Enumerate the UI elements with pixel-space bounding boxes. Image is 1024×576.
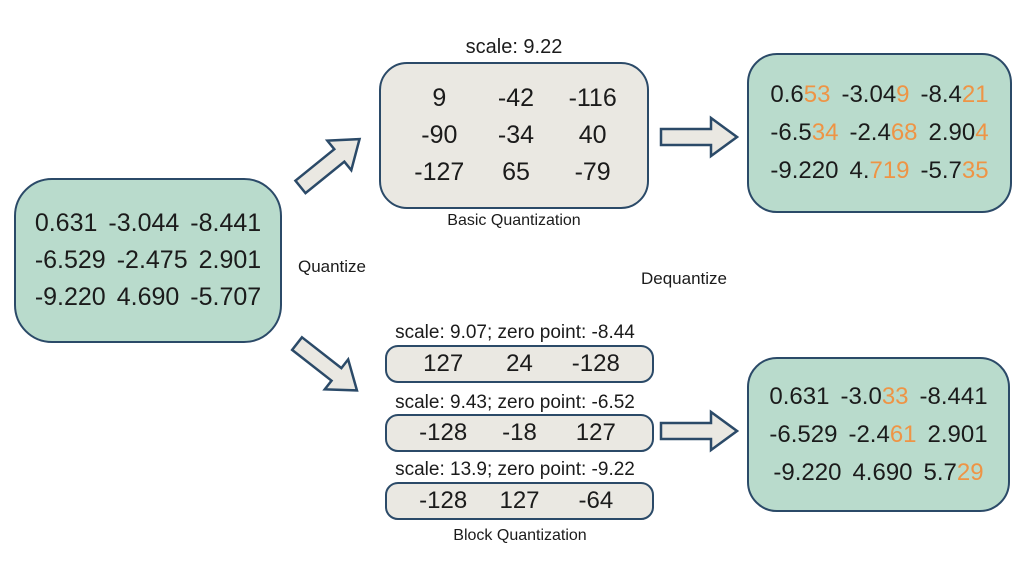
block-scale-label: scale: 13.9; zero point: -9.22 [395, 459, 635, 480]
matrix-cell: 2.904 [928, 119, 989, 146]
block-scale-label: scale: 9.07; zero point: -8.44 [395, 322, 635, 343]
matrix-cell: -2.461 [848, 420, 917, 448]
block-quantized-row-box: -128 127 -64 [385, 482, 654, 520]
matrix-row: -9.220 4.690 5.729 [749, 454, 1008, 492]
matrix-cell: -9.220 [770, 157, 839, 184]
matrix-cell: -79 [574, 158, 611, 186]
matrix-cell: -127 [414, 158, 465, 186]
matrix-cell: -3.033 [840, 382, 909, 410]
matrix-cell: -8.441 [919, 382, 988, 410]
matrix-cell: 2.901 [927, 420, 988, 448]
block-quantized-row-box: 127 24 -128 [385, 345, 654, 383]
matrix-cell: 2.901 [198, 246, 262, 274]
matrix-cell: 5.729 [923, 458, 984, 486]
matrix-cell: 127 [423, 350, 464, 377]
block-quantized-row-box: -128 -18 127 [385, 414, 654, 452]
matrix-row: 0.631 -3.033 -8.441 [749, 378, 1008, 416]
matrix-cell: -5.707 [190, 283, 262, 311]
arrow-right-icon [659, 115, 739, 159]
matrix-cell: -116 [568, 84, 617, 112]
matrix-cell: -18 [502, 419, 537, 446]
arrow-down-right-icon [280, 324, 373, 410]
block-scale-label: scale: 9.43; zero point: -6.52 [395, 392, 635, 413]
matrix-cell: -34 [497, 121, 535, 149]
dequantize-label: Dequantize [640, 269, 727, 288]
matrix-cell: -42 [497, 84, 535, 112]
basic-scale-label: scale: 9.22 [465, 36, 563, 58]
basic-quantization-matrix-box: 9 -42 -116 -90 -34 40 -127 65 -79 [379, 62, 649, 209]
basic-quantization-caption: Basic Quantization [447, 212, 581, 229]
matrix-cell: -128 [419, 487, 468, 514]
matrix-cell: -2.468 [849, 119, 918, 146]
matrix-cell: -128 [571, 350, 620, 377]
matrix-cell: 0.631 [769, 382, 830, 410]
matrix-cell: 65 [502, 158, 530, 186]
matrix-cell: -3.044 [108, 209, 180, 237]
matrix-cell: 9 [432, 84, 447, 112]
block-quantization-caption: Block Quantization [453, 527, 587, 544]
matrix-row: 0.653 -3.049 -8.421 [749, 76, 1010, 114]
matrix-cell: 24 [506, 350, 533, 377]
matrix-cell: -5.735 [920, 157, 989, 184]
matrix-cell: -8.421 [920, 81, 989, 108]
matrix-cell: -6.534 [770, 119, 839, 146]
matrix-cell: -90 [421, 121, 458, 149]
arrow-up-right-icon [284, 119, 377, 206]
matrix-cell: -9.220 [773, 458, 842, 486]
matrix-cell: -8.441 [190, 209, 262, 237]
arrow-right-icon [659, 409, 739, 453]
matrix-row: -9.220 4.719 -5.735 [749, 152, 1010, 190]
matrix-cell: -64 [578, 487, 614, 514]
matrix-cell: 40 [578, 121, 607, 149]
basic-dequantized-matrix-box: 0.653 -3.049 -8.421 -6.534 -2.468 2.904 … [747, 53, 1012, 213]
matrix-row: -6.529 -2.475 2.901 [16, 242, 280, 279]
matrix-cell: 4.719 [849, 157, 910, 184]
matrix-row: -6.529 -2.461 2.901 [749, 416, 1008, 454]
matrix-row: 0.631 -3.044 -8.441 [16, 205, 280, 242]
matrix-cell: 127 [499, 487, 540, 514]
matrix-cell: -9.220 [34, 283, 106, 311]
matrix-row: -6.534 -2.468 2.904 [749, 114, 1010, 152]
matrix-cell: 127 [575, 419, 616, 446]
quantize-label: Quantize [297, 257, 367, 276]
matrix-cell: 4.690 [852, 458, 913, 486]
matrix-cell: -128 [419, 419, 468, 446]
matrix-cell: 0.653 [770, 81, 831, 108]
matrix-cell: 4.690 [116, 283, 180, 311]
matrix-cell: -2.475 [116, 246, 188, 274]
matrix-row: -9.220 4.690 -5.707 [16, 279, 280, 316]
matrix-cell: -6.529 [34, 246, 106, 274]
block-dequantized-matrix-box: 0.631 -3.033 -8.441 -6.529 -2.461 2.901 … [747, 357, 1010, 512]
matrix-cell: -6.529 [769, 420, 838, 448]
matrix-cell: 0.631 [34, 209, 98, 237]
matrix-cell: -3.049 [841, 81, 910, 108]
original-matrix-box: 0.631 -3.044 -8.441 -6.529 -2.475 2.901 … [14, 178, 282, 343]
